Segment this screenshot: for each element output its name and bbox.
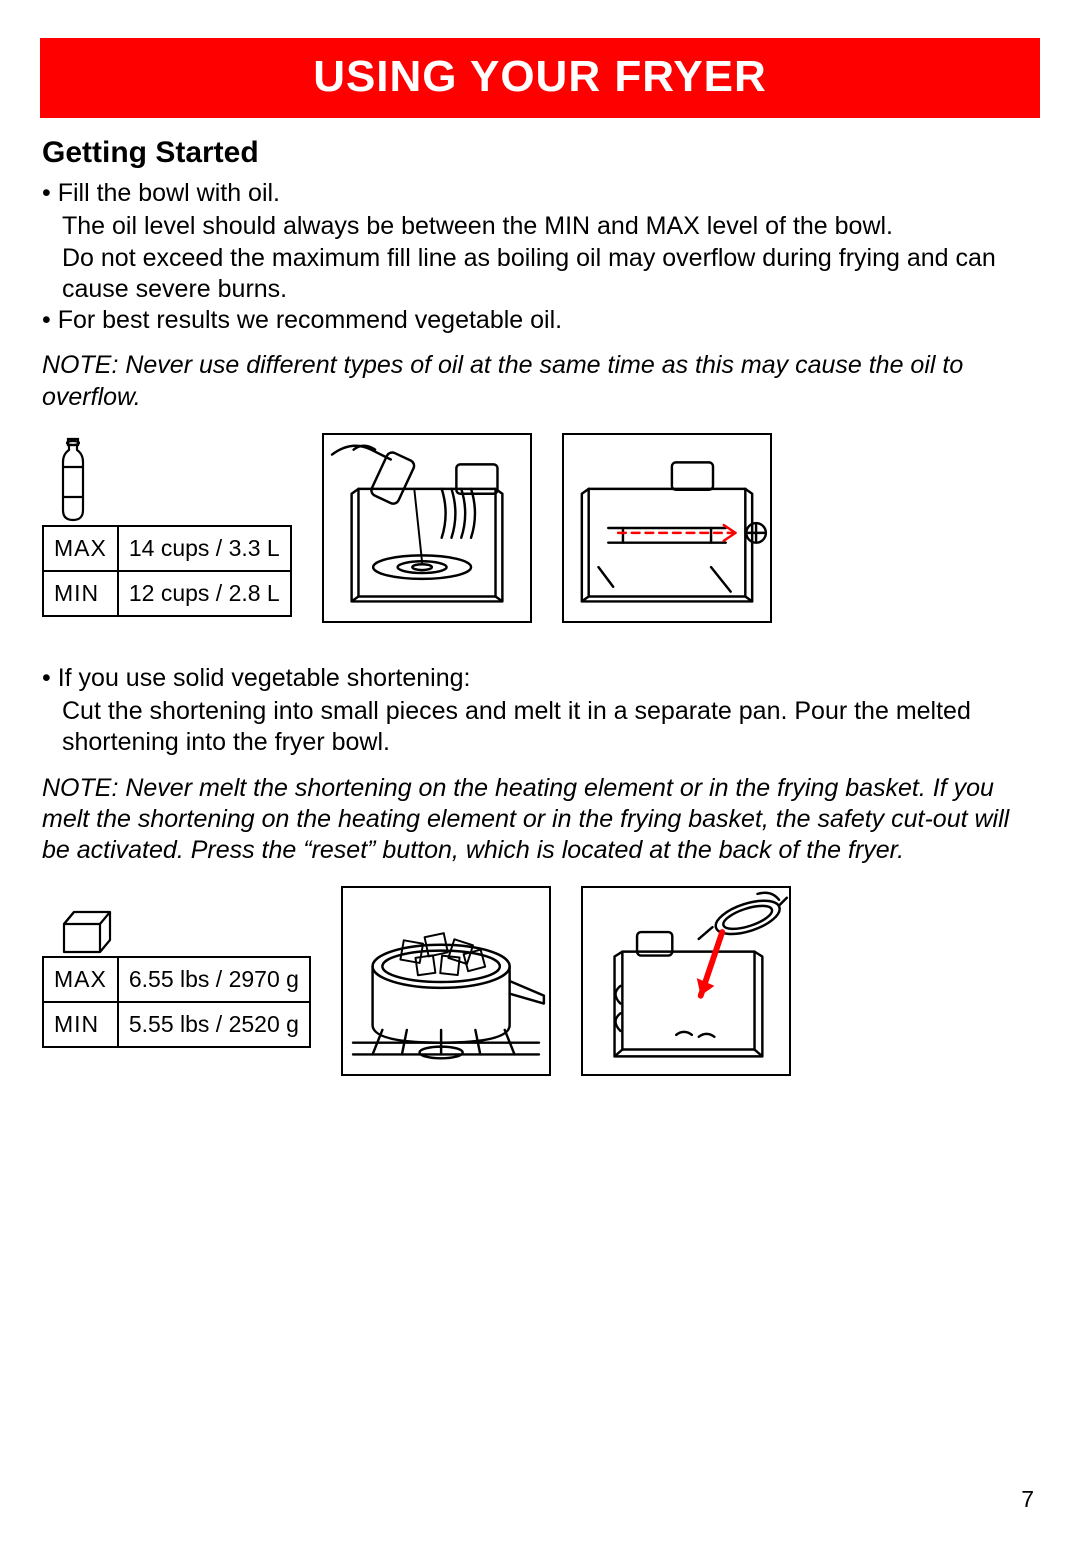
bullet-fill-bowl: Fill the bowl with oil. — [42, 178, 1040, 209]
figure-install-element — [562, 433, 772, 623]
short-min-label: MIN — [43, 1002, 118, 1047]
figure-row-shortening: MAX 6.55 lbs / 2970 g MIN 5.55 lbs / 252… — [42, 886, 1040, 1076]
bullet-fill-bowl-cont2: Do not exceed the maximum fill line as b… — [42, 243, 1040, 306]
note-shortening: NOTE: Never melt the shortening on the h… — [42, 773, 1040, 867]
shortening-capacity-table: MAX 6.55 lbs / 2970 g MIN 5.55 lbs / 252… — [42, 956, 311, 1048]
figure-melt-shortening — [341, 886, 551, 1076]
oil-capacity-table: MAX 14 cups / 3.3 L MIN 12 cups / 2.8 L — [42, 525, 292, 617]
oil-min-label: MIN — [43, 571, 118, 616]
bullet-shortening: If you use solid vegetable shortening: — [42, 663, 1040, 694]
figure-row-oil: MAX 14 cups / 3.3 L MIN 12 cups / 2.8 L — [42, 433, 1040, 623]
page-number: 7 — [1021, 1486, 1034, 1513]
bullet-shortening-cont1: Cut the shortening into small pieces and… — [42, 696, 1040, 759]
bullet-fill-bowl-cont1: The oil level should always be between t… — [42, 211, 1040, 242]
bullet-recommend-oil: For best results we recommend vegetable … — [42, 305, 1040, 336]
bottle-icon — [56, 437, 90, 525]
oil-min-value: 12 cups / 2.8 L — [118, 571, 291, 616]
oil-capacity-block: MAX 14 cups / 3.3 L MIN 12 cups / 2.8 L — [42, 433, 292, 617]
section-heading: Getting Started — [42, 136, 1040, 170]
shortening-block-icon — [56, 906, 116, 956]
paragraph-1: Fill the bowl with oil. The oil level sh… — [42, 178, 1040, 336]
short-max-value: 6.55 lbs / 2970 g — [118, 957, 310, 1002]
figure-pour-shortening — [581, 886, 791, 1076]
page-banner: USING YOUR FRYER — [40, 38, 1040, 118]
note-oil-mix: NOTE: Never use different types of oil a… — [42, 350, 1040, 413]
oil-max-label: MAX — [43, 526, 118, 571]
oil-max-value: 14 cups / 3.3 L — [118, 526, 291, 571]
short-min-value: 5.55 lbs / 2520 g — [118, 1002, 310, 1047]
paragraph-2: If you use solid vegetable shortening: C… — [42, 663, 1040, 759]
short-max-label: MAX — [43, 957, 118, 1002]
figure-pour-oil — [322, 433, 532, 623]
shortening-capacity-block: MAX 6.55 lbs / 2970 g MIN 5.55 lbs / 252… — [42, 886, 311, 1048]
